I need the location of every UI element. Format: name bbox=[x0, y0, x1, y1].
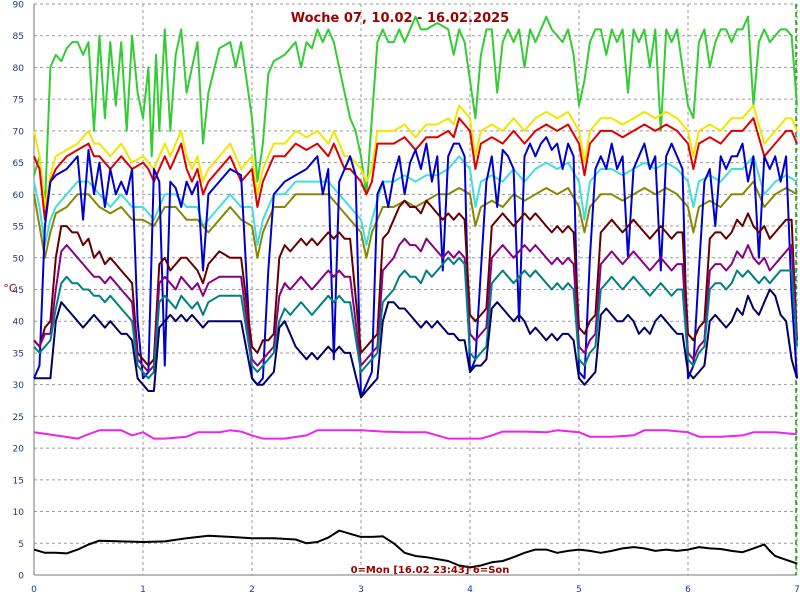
series-line bbox=[33, 15, 798, 208]
y-tick-label: 70 bbox=[13, 127, 25, 137]
x-tick-label: 1 bbox=[140, 585, 146, 595]
y-tick-label: 35 bbox=[13, 349, 24, 359]
x-tick-labels: 0 1 2 3 4 5 6 7 bbox=[31, 585, 800, 595]
y-tick-label: 20 bbox=[13, 445, 25, 455]
x-tick-label: 3 bbox=[358, 585, 364, 595]
series-lines bbox=[33, 15, 798, 569]
series-line bbox=[33, 136, 798, 399]
y-tick-label: 0 bbox=[18, 572, 24, 582]
x-tick-label: 2 bbox=[249, 585, 255, 595]
y-tick-label: 50 bbox=[13, 254, 25, 264]
series-line bbox=[33, 529, 798, 569]
x-axis-label: 0=Mon [16.02 23:43] 6=Son bbox=[351, 565, 510, 576]
y-tick-label: 65 bbox=[13, 159, 24, 169]
y-axis-label: °C bbox=[3, 282, 17, 295]
chart-title: Woche 07, 10.02 - 16.02.2025 bbox=[291, 11, 509, 26]
y-tick-label: 15 bbox=[13, 476, 24, 486]
y-tick-label: 30 bbox=[13, 381, 25, 391]
y-tick-label: 60 bbox=[13, 191, 25, 201]
y-tick-label: 10 bbox=[13, 508, 25, 518]
series-line bbox=[34, 288, 798, 399]
y-tick-label: 75 bbox=[13, 96, 24, 106]
series-line bbox=[33, 429, 798, 440]
y-tick-label: 45 bbox=[13, 286, 24, 296]
y-tick-label: 55 bbox=[13, 223, 24, 233]
x-tick-label: 0 bbox=[31, 585, 37, 595]
y-tick-label: 5 bbox=[18, 540, 24, 550]
y-tick-label: 80 bbox=[13, 64, 25, 74]
y-tick-label: 90 bbox=[13, 1, 25, 11]
series-line bbox=[33, 256, 798, 380]
y-tick-labels: 0 5 10 15 20 25 30 35 40 45 50 55 60 65 70 75 80 85 90 bbox=[13, 1, 25, 582]
y-tick-label: 25 bbox=[13, 413, 24, 423]
y-tick-label: 40 bbox=[13, 318, 25, 328]
x-tick-label: 6 bbox=[685, 585, 691, 595]
x-tick-label: 4 bbox=[467, 585, 473, 595]
plot-frame bbox=[33, 4, 797, 576]
series-line bbox=[33, 117, 798, 221]
x-tick-label: 7 bbox=[794, 585, 800, 595]
y-tick-label: 85 bbox=[13, 32, 24, 42]
x-tick-label: 5 bbox=[576, 585, 582, 595]
series-line bbox=[33, 104, 798, 208]
